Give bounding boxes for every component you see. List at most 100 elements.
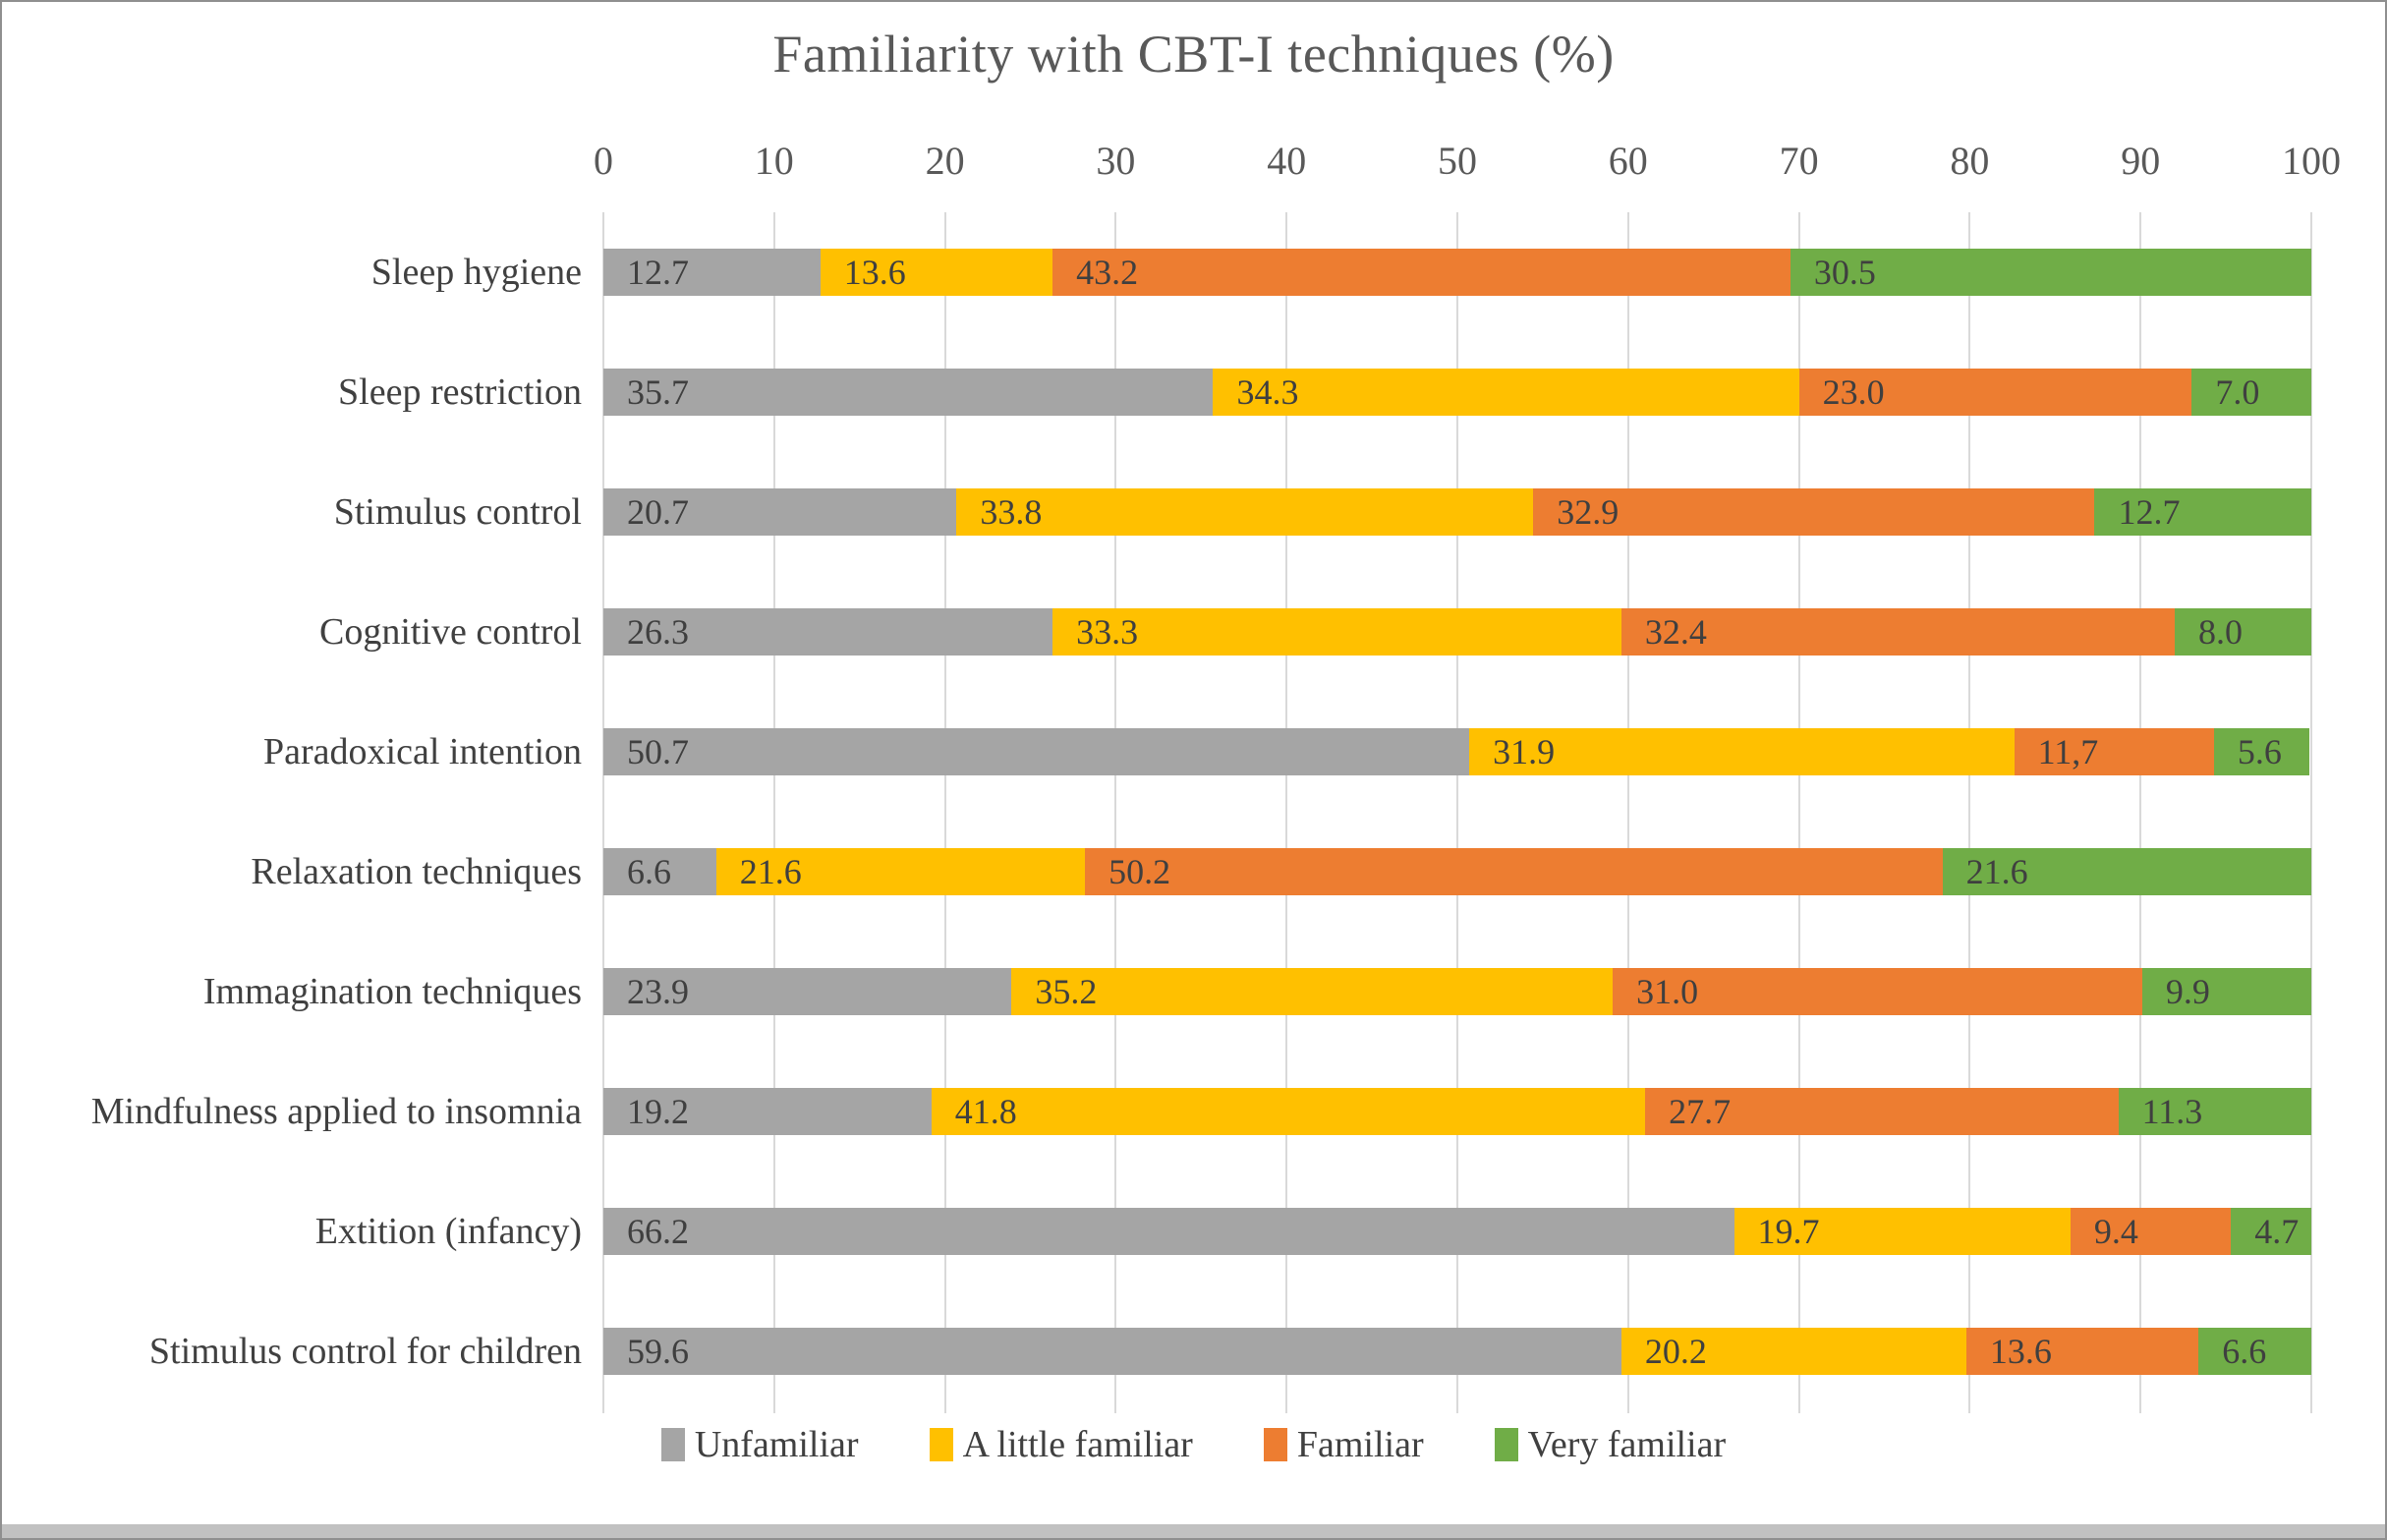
- bar-segment-a-little-familiar: 21.6: [715, 848, 1086, 895]
- category-label: Extition (infancy): [314, 1211, 582, 1252]
- x-tick-label: 40: [1267, 139, 1307, 183]
- gridline: [1456, 212, 1458, 1413]
- bar-segment-unfamiliar: 35.7: [603, 369, 1214, 416]
- legend-label: Familiar: [1296, 1424, 1424, 1465]
- bar-segment-unfamiliar: 66.2: [603, 1208, 1734, 1255]
- bar-segment-unfamiliar: 12.7: [603, 249, 821, 296]
- chart-row: Paradoxical intention 50.7 31.9 11,7 5.6: [2, 692, 2311, 812]
- bar-segment-very-familiar: 9.9: [2141, 968, 2311, 1015]
- bar-segment-familiar: 11,7: [2014, 728, 2214, 775]
- gridline: [1285, 212, 1288, 1413]
- gridline: [1114, 212, 1117, 1413]
- bar-segment-very-familiar: 7.0: [2191, 369, 2311, 416]
- bar-segment-very-familiar: 6.6: [2198, 1328, 2311, 1375]
- bar-segment-very-familiar: 21.6: [1942, 848, 2311, 895]
- x-tick-label: 90: [2121, 139, 2161, 183]
- x-tick-label: 60: [1608, 139, 1648, 183]
- x-tick-label: 30: [1096, 139, 1136, 183]
- bar-segment-unfamiliar: 50.7: [603, 728, 1470, 775]
- category-label: Sleep hygiene: [370, 252, 582, 293]
- x-tick-label: 80: [1950, 139, 1990, 183]
- category-label: Sleep restriction: [338, 371, 582, 413]
- chart-row: Stimulus control for children 59.6 20.2 13.…: [2, 1291, 2311, 1411]
- chart-row: Mindfulness applied to insomnia 19.2 41.8 2…: [2, 1052, 2311, 1171]
- bar-segment-familiar: 31.0: [1613, 968, 2142, 1015]
- bar-segment-a-little-familiar: 35.2: [1011, 968, 1614, 1015]
- bar-track: 6.6 21.6 50.2 21.6: [603, 848, 2311, 895]
- gridline: [943, 212, 946, 1413]
- bar-segment-familiar: 27.7: [1645, 1088, 2119, 1135]
- legend-item: A little familiar: [929, 1423, 1193, 1466]
- bar-segment-familiar: 9.4: [2070, 1208, 2232, 1255]
- chart-row: Sleep restriction 35.7 34.3 23.0 7.0: [2, 332, 2311, 452]
- bar-segment-a-little-familiar: 20.2: [1620, 1328, 1966, 1375]
- bar-segment-unfamiliar: 20.7: [603, 488, 957, 536]
- bar-segment-a-little-familiar: 33.8: [956, 488, 1534, 536]
- bar-track: 23.9 35.2 31.0 9.9: [603, 968, 2311, 1015]
- chart-row: Relaxation techniques 6.6 21.6 50.2 21.6: [2, 812, 2311, 932]
- legend-label: A little familiar: [962, 1424, 1193, 1465]
- bar-segment-familiar: 32.4: [1620, 608, 2175, 656]
- gridline: [602, 212, 604, 1413]
- chart-rows: Sleep hygiene 12.7 13.6 43.2 30.5 Sleep restr…: [2, 212, 2311, 1411]
- bar-segment-familiar: 32.9: [1533, 488, 2095, 536]
- bar-segment-a-little-familiar: 13.6: [820, 249, 1053, 296]
- bar-track: 50.7 31.9 11,7 5.6: [603, 728, 2311, 775]
- legend-label: Unfamiliar: [694, 1424, 859, 1465]
- x-tick-label: 10: [754, 139, 794, 183]
- bar-track: 20.7 33.8 32.9 12.7: [603, 488, 2311, 536]
- category-label: Cognitive control: [318, 611, 582, 653]
- category-label: Stimulus control for children: [148, 1331, 582, 1372]
- bar-segment-familiar: 23.0: [1798, 369, 2192, 416]
- bar-track: 35.7 34.3 23.0 7.0: [603, 369, 2311, 416]
- bar-track: 59.6 20.2 13.6 6.6: [603, 1328, 2311, 1375]
- gridline: [2310, 212, 2312, 1413]
- legend-item: Very familiar: [1494, 1423, 1726, 1466]
- bar-segment-very-familiar: 12.7: [2094, 488, 2311, 536]
- category-label: Stimulus control: [333, 491, 582, 533]
- category-label: Paradoxical intention: [263, 731, 582, 772]
- gridline: [2139, 212, 2142, 1413]
- chart-title: Familiarity with CBT-I techniques (%): [772, 25, 1615, 84]
- bar-segment-familiar: 43.2: [1052, 249, 1790, 296]
- x-axis-labels: 0 10 20 30 40 50 60 70 80 90 100: [594, 138, 2341, 187]
- bar-segment-a-little-familiar: 41.8: [931, 1088, 1646, 1135]
- x-tick-label: 70: [1779, 139, 1819, 183]
- category-label: Immagination techniques: [202, 971, 582, 1012]
- x-tick-label: 100: [2282, 139, 2341, 183]
- legend-item: Unfamiliar: [660, 1423, 859, 1466]
- legend-marker-icon: [929, 1428, 953, 1461]
- bar-segment-very-familiar: 4.7: [2231, 1208, 2311, 1255]
- bar-segment-very-familiar: 5.6: [2213, 728, 2310, 775]
- x-tick-label: 50: [1438, 139, 1477, 183]
- gridline: [772, 212, 775, 1413]
- bar-segment-familiar: 13.6: [1965, 1328, 2199, 1375]
- chart-row: Immagination techniques 23.9 35.2 31.0 9.9: [2, 932, 2311, 1052]
- gridline: [1626, 212, 1629, 1413]
- chart-row: Extition (infancy) 66.2 19.7 9.4 4.7: [2, 1171, 2311, 1291]
- bar-segment-a-little-familiar: 33.3: [1052, 608, 1621, 656]
- chart-row: Stimulus control 20.7 33.8 32.9 12.7: [2, 452, 2311, 572]
- category-label: Mindfulness applied to insomnia: [90, 1091, 582, 1132]
- bar-segment-a-little-familiar: 19.7: [1733, 1208, 2071, 1255]
- legend-marker-icon: [1494, 1428, 1518, 1461]
- gridline: [1968, 212, 1971, 1413]
- x-tick-label: 20: [925, 139, 965, 183]
- bottom-strip: [2, 1524, 2385, 1538]
- legend-marker-icon: [660, 1428, 685, 1461]
- bar-track: 26.3 33.3 32.4 8.0: [603, 608, 2311, 656]
- bar-segment-very-familiar: 11.3: [2118, 1088, 2311, 1135]
- bar-segment-very-familiar: 8.0: [2174, 608, 2311, 656]
- bar-segment-a-little-familiar: 34.3: [1213, 369, 1799, 416]
- chart-row: Sleep hygiene 12.7 13.6 43.2 30.5: [2, 212, 2311, 332]
- legend: Unfamiliar A little familiar Familiar Very …: [2, 1423, 2385, 1466]
- bar-segment-unfamiliar: 59.6: [603, 1328, 1621, 1375]
- bar-track: 66.2 19.7 9.4 4.7: [603, 1208, 2311, 1255]
- bar-segment-a-little-familiar: 31.9: [1469, 728, 2015, 775]
- bar-segment-unfamiliar: 23.9: [603, 968, 1012, 1015]
- plot-area: [602, 212, 2312, 1413]
- bar-segment-familiar: 50.2: [1085, 848, 1943, 895]
- category-label: Relaxation techniques: [251, 851, 582, 892]
- legend-marker-icon: [1263, 1428, 1287, 1461]
